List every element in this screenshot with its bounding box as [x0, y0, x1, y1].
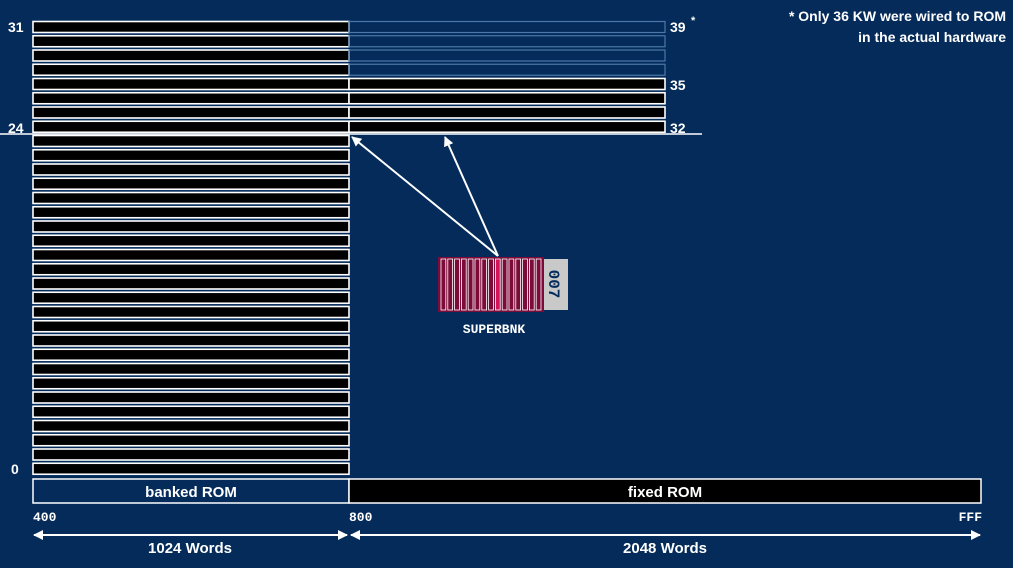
bank-row-19: [32, 191, 350, 205]
bank-row-15: [32, 248, 350, 262]
bank-row-5: [32, 391, 350, 404]
bank-row-37: [348, 49, 666, 62]
register-bit-14: [440, 258, 447, 311]
bank-row-18: [32, 205, 350, 219]
bank-row-33: [348, 106, 666, 119]
bank-row-6: [32, 376, 350, 390]
footnote-asterisk: *: [691, 15, 696, 27]
bank-row-23: [32, 134, 350, 148]
register-bit-12: [454, 258, 460, 311]
bank-row-16: [32, 234, 350, 248]
bank-number-24: 24: [8, 120, 24, 136]
register-bit-4: [508, 258, 515, 311]
bank-row-29: [32, 49, 350, 62]
banked-rom-region: [32, 478, 350, 504]
bank-number-39: 39: [670, 19, 686, 35]
bank-number-35: 35: [670, 77, 686, 93]
register-bit-13: [447, 258, 453, 311]
register-bit-3: [515, 258, 521, 311]
pointer-arrow-extended: [444, 136, 499, 257]
register-bit-8: [481, 258, 487, 311]
register-bit-5: [501, 258, 508, 311]
bank-row-22: [32, 148, 350, 162]
bank-row-14: [32, 262, 350, 276]
fixed-rom-region: [348, 478, 982, 504]
banked-rom-label: banked ROM: [145, 484, 237, 501]
superbnk-register: 007 SUPERBNK: [438, 257, 568, 337]
bank-row-9: [32, 334, 350, 347]
bank-row-3: [32, 419, 350, 433]
register-bit-11: [460, 258, 467, 311]
bank-row-21: [32, 163, 350, 176]
register-value: 007: [544, 270, 562, 299]
bank-row-10: [32, 319, 350, 333]
bank-row-36: [348, 63, 666, 76]
bank-number-0: 0: [11, 461, 19, 477]
footnote-line-2: in the actual hardware: [858, 29, 1006, 45]
register-name: SUPERBNK: [463, 322, 526, 337]
register-bit-9: [474, 258, 481, 311]
bank-row-26: [32, 91, 350, 105]
banked-word-count: 1024 Words: [148, 540, 232, 557]
address-middle: 800: [349, 510, 373, 525]
bank-row-28: [32, 63, 350, 77]
footnote-line-1: * Only 36 KW were wired to ROM: [789, 8, 1006, 24]
bank-row-39: [348, 20, 666, 34]
register-bit-6: [494, 258, 501, 311]
register-bit-7: [488, 258, 494, 311]
bank-row-8: [32, 348, 350, 362]
register-bit-1: [529, 258, 535, 311]
fixed-word-count: 2048 Words: [623, 540, 707, 557]
fixed-rom-label: fixed ROM: [628, 484, 702, 501]
bank-row-25: [32, 106, 350, 119]
bank-row-27: [32, 77, 350, 91]
bank-number-31: 31: [8, 19, 24, 35]
pointer-arrow-banked: [351, 136, 499, 257]
bank-row-20: [32, 177, 350, 191]
banked-rom-banks: [32, 20, 350, 476]
bank-row-7: [32, 362, 350, 376]
bank-row-1: [32, 448, 350, 461]
register-value-box: [544, 259, 568, 310]
bank-row-2: [32, 433, 350, 447]
register-bit-2: [522, 258, 528, 311]
bank-row-32: [348, 120, 666, 134]
address-start: 400: [33, 510, 57, 525]
bank-row-0: [32, 462, 350, 476]
bank-row-4: [32, 405, 350, 419]
bank-row-11: [32, 305, 350, 319]
address-end: FFF: [959, 510, 983, 525]
bank-row-35: [348, 77, 666, 91]
bank-row-34: [348, 91, 666, 105]
bank-row-24: [32, 120, 350, 134]
register-bit-0: [535, 258, 542, 311]
bank-row-12: [32, 291, 350, 305]
extended-rom-banks: [348, 20, 666, 134]
bank-number-32: 32: [670, 120, 686, 136]
register-bit-10: [467, 258, 474, 311]
bank-row-17: [32, 220, 350, 233]
bank-row-30: [32, 34, 350, 48]
register-bit-cells: [440, 258, 542, 311]
bank-row-13: [32, 277, 350, 290]
bank-row-38: [348, 35, 666, 48]
bank-row-31: [32, 20, 350, 34]
